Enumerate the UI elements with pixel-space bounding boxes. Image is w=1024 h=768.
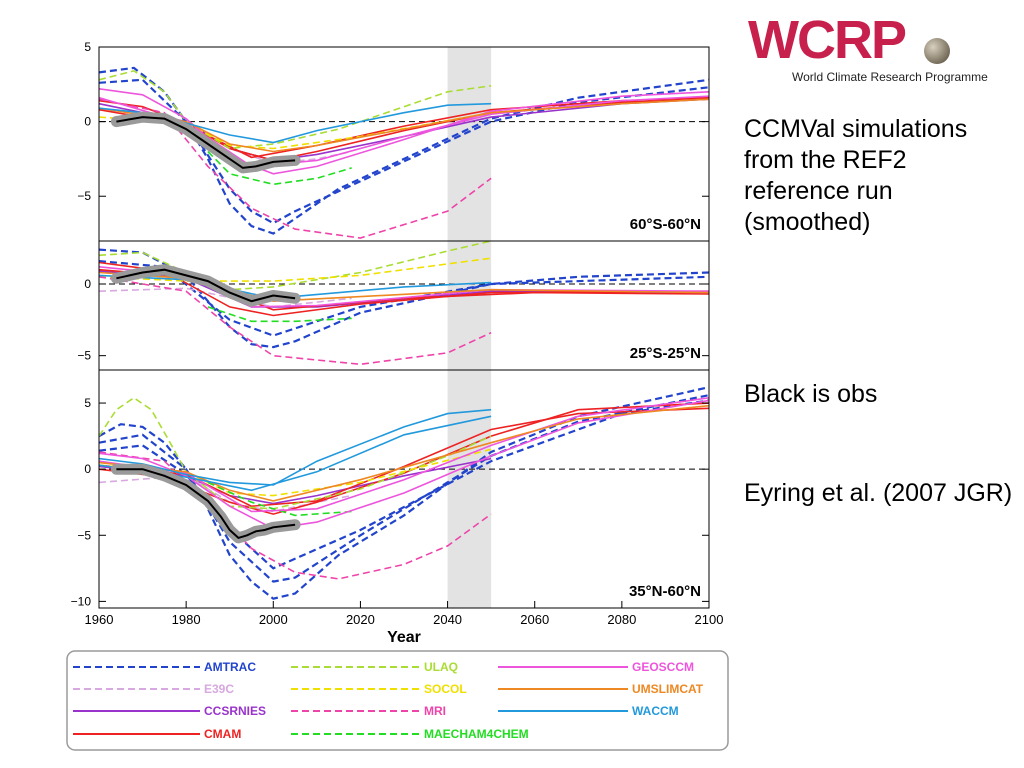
panel-0: 5 0 −5 60°S-60°N (77, 40, 710, 242)
legend-label-e39c: E39C (204, 682, 234, 696)
series-line-socol (98, 257, 492, 282)
legend-label-maecham4chem: MAECHAM4CHEM (424, 727, 529, 741)
series-line-amtrac (98, 78, 710, 225)
series-line-waccm (98, 408, 492, 486)
y-tick-label: −10 (71, 594, 92, 608)
caption-text: CCMVal simulations from the REF2 referen… (744, 115, 968, 236)
legend-label-umslimcat: UMSLIMCAT (632, 682, 704, 696)
y-tick-label: 5 (84, 40, 91, 54)
panel-frame (98, 369, 710, 609)
panel-region-label: 35°N-60°N (629, 583, 701, 600)
series-line-ulaq (98, 70, 492, 150)
series-line-umslimcat (98, 98, 710, 153)
series-line-maecham4chem (207, 306, 352, 323)
panel-2: 5 0 −5 −10 35°N-60°N (71, 369, 710, 609)
y-tick-label: −5 (77, 349, 91, 363)
series-line-geosccm (98, 88, 710, 175)
series-line-amtrac (98, 248, 710, 349)
x-tick-label: 2080 (607, 612, 636, 627)
x-tick-label: 2060 (520, 612, 549, 627)
series-line-obs (116, 116, 296, 169)
panel-region-label: 60°S-60°N (630, 216, 701, 233)
series-line-umslimcat (98, 404, 710, 502)
legend-label-amtrac: AMTRAC (204, 660, 256, 674)
series-line-e39c (98, 287, 352, 308)
x-tick-label: 1980 (172, 612, 201, 627)
panel-background (99, 241, 709, 370)
series-line-amtrac (98, 260, 710, 337)
y-tick-label: 0 (84, 115, 91, 129)
legend-label-cmam: CMAM (204, 727, 241, 741)
wcrp-logo: WCRP World Climate Research Programme (748, 10, 1018, 90)
x-tick-label: 2040 (433, 612, 462, 627)
panel-region-label: 25°S-25°N (630, 345, 701, 362)
legend-label-waccm: WACCM (632, 704, 679, 718)
series-line-obs (116, 268, 296, 303)
logo-wordmark: WCRP (748, 10, 907, 70)
legend-label-mri: MRI (424, 704, 446, 718)
y-tick-label: 0 (84, 277, 91, 291)
panel-1: 0 −5 25°S-25°N (77, 240, 710, 371)
x-axis-label: Year (387, 629, 421, 646)
x-tick-label: 1960 (85, 612, 114, 627)
citation-text: Eyring et al. (2007 JGR) (744, 479, 1013, 507)
logo-subtitle: World Climate Research Programme (792, 70, 988, 84)
globe-icon (924, 38, 950, 64)
shaded-period (447, 47, 492, 241)
series-line-ulaq (98, 240, 492, 291)
series-line-umslimcat (98, 271, 710, 303)
y-tick-label: 5 (84, 396, 91, 410)
legend-label-geosccm: GEOSCCM (632, 660, 694, 674)
x-tick-label: 2100 (695, 612, 724, 627)
y-tick-label: −5 (77, 528, 91, 542)
legend-label-ccsrnies: CCSRNIES (204, 704, 266, 718)
y-tick-label: 0 (84, 462, 91, 476)
x-tick-label: 2020 (346, 612, 375, 627)
x-tick-label: 2000 (259, 612, 288, 627)
legend-label-ulaq: ULAQ (424, 660, 458, 674)
legend-label-socol: SOCOL (424, 682, 467, 696)
series-line-obs (116, 468, 296, 540)
y-tick-label: −5 (77, 189, 91, 203)
series-line-amtrac (98, 399, 710, 570)
series-line-mri (98, 276, 492, 366)
panel-background (99, 47, 709, 241)
series-line-maecham4chem (207, 481, 352, 517)
series-line-maecham4chem (207, 150, 352, 186)
shaded-period (447, 370, 492, 608)
obs-note-text: Black is obs (744, 380, 878, 408)
legend-box (66, 650, 729, 751)
